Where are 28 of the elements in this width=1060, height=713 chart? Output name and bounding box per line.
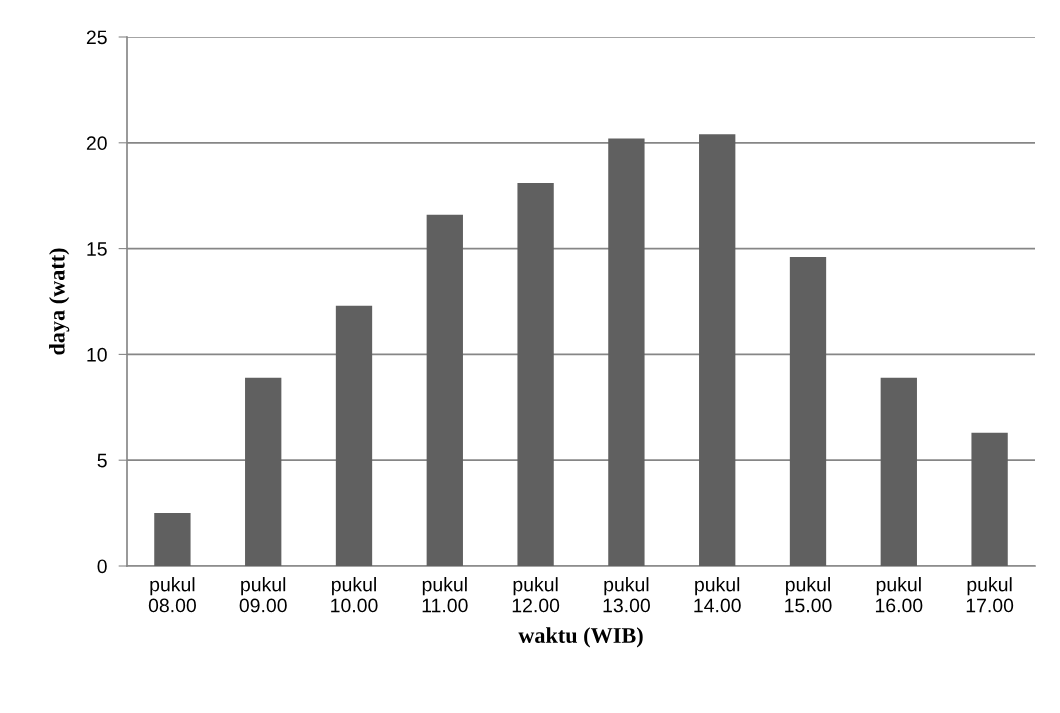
y-tick-label: 10 [87,347,107,362]
x-tick-label: pukul 16.00 [875,577,923,613]
y-tick-label: 25 [86,30,107,45]
y-tick-label: 5 [97,453,107,468]
x-tick-label: pukul 14.00 [694,577,741,613]
x-tick-label: pukul 12.00 [512,577,560,613]
bar [154,513,191,566]
y-tick-label: 15 [87,242,107,256]
y-tick-label: 20 [86,136,107,151]
x-axis-title: waktu (WIB) [518,627,643,648]
bar [789,257,827,566]
x-tick-label: pukul 17.00 [966,577,1014,613]
x-tick-label: pukul 08.00 [148,577,196,613]
x-tick-label: pukul 13.00 [603,577,650,613]
bar [245,377,282,566]
bar [426,214,463,566]
bar [608,138,645,566]
bar [880,377,917,566]
x-tick-label: pukul 15.00 [785,577,832,613]
x-tick-label: pukul 11.00 [422,577,468,613]
bar [971,432,1008,566]
x-tick-label: pukul 10.00 [331,577,378,613]
bar [517,183,554,566]
y-axis-title: daya (watt) [49,248,70,355]
x-tick-label: pukul 09.00 [239,577,287,613]
y-tick-label: 0 [97,559,107,574]
bar [699,134,736,566]
bar [335,305,373,566]
